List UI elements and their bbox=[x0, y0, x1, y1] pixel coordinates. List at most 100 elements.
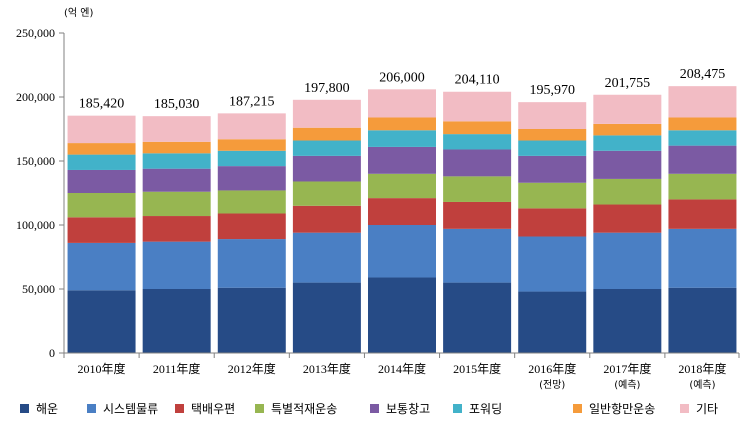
legend-label: 포워딩 bbox=[469, 401, 503, 416]
legend-item: 해운 bbox=[20, 398, 58, 418]
bar-segment bbox=[668, 117, 737, 131]
bar-segment bbox=[668, 173, 737, 200]
total-label: 187,215 bbox=[229, 94, 275, 109]
bar-segment bbox=[668, 130, 737, 146]
x-tick-label: 2013年度 bbox=[303, 361, 351, 376]
bar-segment bbox=[593, 94, 662, 124]
legend-swatch bbox=[175, 403, 184, 413]
bar-segment bbox=[368, 130, 436, 147]
bar-segment bbox=[217, 239, 286, 288]
legend-swatch bbox=[255, 403, 264, 413]
legend: 해운 시스템물류 택배우편 특별적재운송 보통창고 포워딩 일반항만운송 기타 bbox=[20, 398, 735, 418]
bar-segment bbox=[67, 290, 136, 353]
y-axis: 0 50,000 100,000 150,000 200,000 250,000 bbox=[16, 26, 65, 360]
legend-swatch bbox=[370, 403, 379, 413]
x-axis: 2010年度 2011年度 2012年度 2013年度 2014年度 2015年度 2016… bbox=[63, 352, 740, 391]
bar-segment bbox=[443, 134, 512, 150]
unit-label: (억 엔) bbox=[64, 7, 93, 19]
bar-segment bbox=[518, 140, 587, 156]
total-label: 204,110 bbox=[455, 73, 500, 88]
legend-item: 시스템물류 bbox=[87, 398, 158, 418]
bar-segment bbox=[518, 129, 587, 141]
legend-item: 보통창고 bbox=[370, 398, 430, 418]
bar-segment bbox=[292, 99, 361, 128]
bar-segment bbox=[443, 91, 512, 122]
bar-segment bbox=[217, 190, 286, 214]
x-tick-label: 2017年度 bbox=[603, 361, 651, 376]
bar-segment bbox=[593, 204, 662, 233]
legend-item: 포워딩 bbox=[453, 398, 502, 418]
legend-label: 시스템물류 bbox=[103, 401, 159, 416]
bar-segment bbox=[217, 113, 286, 140]
bar-segment bbox=[368, 89, 436, 118]
bar-segment bbox=[292, 140, 361, 156]
bar-segment bbox=[518, 102, 587, 129]
bar-segment bbox=[518, 155, 587, 183]
x-tick-note: (전망) bbox=[539, 379, 565, 391]
legend-label: 일반항만운송 bbox=[589, 401, 656, 416]
legend-label: 기타 bbox=[696, 401, 719, 416]
bar-segment bbox=[593, 178, 662, 205]
bar-segment bbox=[368, 117, 436, 131]
legend-swatch bbox=[20, 403, 29, 413]
bar-segment bbox=[67, 217, 136, 243]
bar-segment bbox=[518, 182, 587, 209]
bar-segment bbox=[67, 143, 136, 155]
bar-segment bbox=[443, 176, 512, 202]
bar-segment bbox=[142, 241, 211, 289]
total-label: 185,030 bbox=[154, 97, 200, 112]
legend-label: 특별적재운송 bbox=[271, 401, 338, 416]
stacked-bar-chart: (억 엔) 0 50,000 100,000 150,000 200,000 250,00… bbox=[16, 7, 740, 391]
bar-segment bbox=[593, 123, 662, 136]
bar-segment bbox=[518, 291, 587, 353]
bar-segment bbox=[668, 287, 737, 353]
x-tick-label: 2015年度 bbox=[453, 361, 501, 376]
y-tick-label: 100,000 bbox=[16, 218, 55, 232]
total-label: 195,970 bbox=[529, 83, 575, 98]
x-tick-note: (예측) bbox=[614, 379, 640, 391]
bar-segment bbox=[217, 150, 286, 167]
bar-segment bbox=[142, 153, 211, 169]
bar-segment bbox=[593, 289, 662, 353]
x-tick-note: (예측) bbox=[689, 379, 715, 391]
bar-segment bbox=[443, 121, 512, 135]
y-tick-label: 250,000 bbox=[16, 26, 55, 40]
bar-segment bbox=[443, 149, 512, 177]
total-label: 201,755 bbox=[605, 76, 651, 91]
x-tick-label: 2016年度 bbox=[528, 361, 576, 376]
bar-segment bbox=[292, 232, 361, 283]
bar-segment bbox=[217, 287, 286, 353]
bar-segment bbox=[443, 228, 512, 283]
x-tick-label: 2014年度 bbox=[378, 361, 426, 376]
bar-segment bbox=[292, 127, 361, 141]
bar-segment bbox=[668, 145, 737, 174]
bar-segment bbox=[368, 277, 436, 353]
bar-segment bbox=[593, 135, 662, 151]
legend-swatch bbox=[573, 403, 582, 413]
bar-segment bbox=[142, 289, 211, 353]
bars bbox=[67, 86, 737, 353]
legend-label: 해운 bbox=[36, 401, 59, 416]
legend-swatch bbox=[87, 403, 96, 413]
bar-segment bbox=[518, 208, 587, 237]
bar-segment bbox=[217, 213, 286, 240]
bar-segment bbox=[142, 216, 211, 242]
bar-segment bbox=[292, 205, 361, 233]
legend-item: 기타 bbox=[680, 398, 718, 418]
legend-item: 택배우편 bbox=[175, 398, 235, 418]
bar-segment bbox=[368, 146, 436, 174]
y-tick-label: 0 bbox=[49, 346, 55, 360]
bar-segment bbox=[668, 86, 737, 118]
bar-segment bbox=[368, 173, 436, 199]
bar-segment bbox=[368, 225, 436, 278]
bar-segment bbox=[142, 116, 211, 142]
y-tick-label: 200,000 bbox=[16, 90, 55, 104]
legend-label: 택배우편 bbox=[191, 401, 236, 416]
total-label: 197,800 bbox=[304, 81, 350, 96]
x-tick-label: 2012年度 bbox=[228, 361, 276, 376]
y-tick-label: 50,000 bbox=[22, 282, 55, 296]
bar-segment bbox=[142, 141, 211, 154]
bar-segment bbox=[67, 242, 136, 291]
total-labels: 185,420 185,030 187,215 197,800 206,000 204,1… bbox=[79, 67, 725, 112]
bar-segment bbox=[292, 282, 361, 353]
